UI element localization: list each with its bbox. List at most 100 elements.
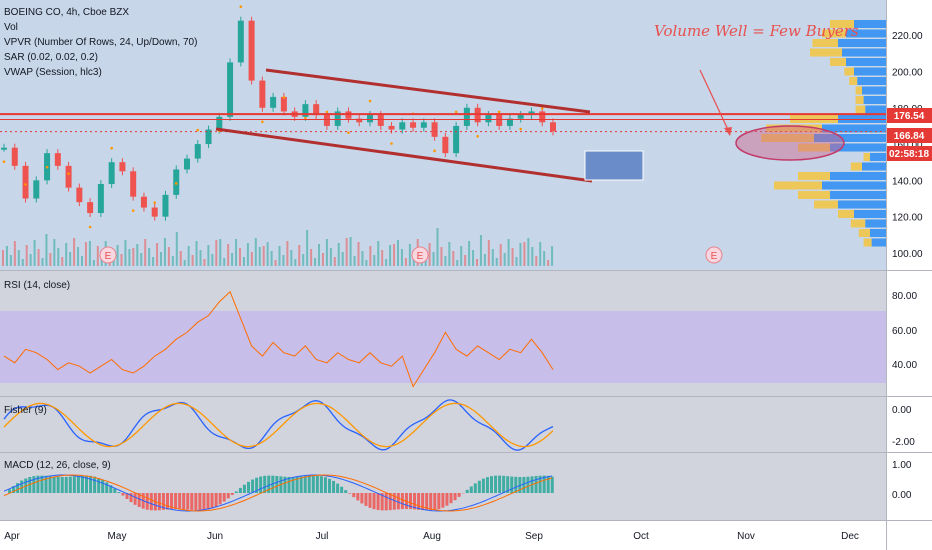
price-badge-1-text: 176.54 xyxy=(894,111,925,122)
volume-bar xyxy=(298,245,301,266)
macd-bar xyxy=(400,493,404,510)
vpvr-down-row xyxy=(830,172,886,180)
fisher-tick: 0.00 xyxy=(892,405,912,416)
vpvr-up-row xyxy=(838,210,854,218)
channel-upper-line[interactable] xyxy=(265,68,591,114)
macd-bar xyxy=(315,475,319,493)
macd-bar xyxy=(271,475,275,493)
volume-bar xyxy=(468,241,471,266)
candle-body xyxy=(54,153,61,166)
volume-bar xyxy=(156,243,159,266)
vpvr-up-row xyxy=(858,229,870,237)
macd-bar xyxy=(129,493,133,503)
sar-dot xyxy=(540,107,544,110)
rsi-tick: 60.00 xyxy=(892,326,917,337)
macd-bar xyxy=(490,476,493,493)
volume-bar xyxy=(120,254,123,266)
macd-bar xyxy=(255,477,259,493)
vpvr-up-row xyxy=(822,29,846,38)
macd-bar xyxy=(453,493,457,501)
volume-bar xyxy=(456,260,459,266)
vpvr-up-row xyxy=(814,200,838,209)
fisher-trigger-line xyxy=(3,402,554,448)
macd-bar xyxy=(259,476,263,493)
volume-bar xyxy=(353,256,356,266)
volume-bar xyxy=(250,252,253,266)
fisher-pane xyxy=(0,397,886,452)
vpvr-up-row xyxy=(863,238,872,247)
volume-bar xyxy=(385,259,388,266)
volume-bar xyxy=(436,228,439,266)
legend-vwap: VWAP (Session, hlc3) xyxy=(4,67,102,78)
macd-bar xyxy=(97,478,101,493)
macd-bar xyxy=(413,493,417,510)
candle-body xyxy=(237,20,244,63)
volume-bar xyxy=(5,246,8,266)
macd-bar xyxy=(323,477,327,493)
macd-bar xyxy=(234,491,238,493)
volume-bar xyxy=(314,258,317,266)
volume-bar xyxy=(132,248,135,266)
volume-well-ellipse[interactable] xyxy=(735,125,845,161)
macd-bar xyxy=(113,488,117,493)
volume-bar xyxy=(306,230,309,266)
vpvr-up-row xyxy=(849,77,858,85)
macd-bar xyxy=(178,493,182,510)
candle-body xyxy=(270,96,277,108)
sar-dot xyxy=(325,110,329,114)
macd-bar xyxy=(157,493,161,511)
volume-bar xyxy=(408,244,411,266)
candle-body xyxy=(87,202,94,214)
vpvr-up-row xyxy=(812,39,838,47)
vpvr-down-row xyxy=(870,229,886,237)
vpvr-down-row xyxy=(846,58,886,66)
sar-dot xyxy=(261,120,264,124)
macd-bar xyxy=(457,493,461,497)
sar-dot xyxy=(110,146,113,150)
sar-dot xyxy=(45,165,49,169)
volume-bar xyxy=(329,248,332,266)
rsi-tick: 80.00 xyxy=(892,291,917,302)
macd-bar xyxy=(166,493,169,510)
macd-line xyxy=(3,474,553,512)
macd-bar xyxy=(137,493,141,508)
macd-bar xyxy=(89,475,93,493)
macd-bar xyxy=(534,475,538,493)
vpvr-up-row xyxy=(798,172,830,180)
annotation-text[interactable]: Volume Well = Few Buyers xyxy=(654,22,859,40)
macd-bar xyxy=(299,476,303,493)
candle-body xyxy=(388,125,395,130)
volume-bar xyxy=(239,248,241,266)
macd-bar xyxy=(392,493,396,510)
channel-lower-line[interactable] xyxy=(215,127,593,183)
sar-dot xyxy=(131,209,135,212)
volume-bar xyxy=(171,256,174,266)
macd-bar xyxy=(242,484,246,493)
volume-bar xyxy=(286,241,289,266)
volume-bar xyxy=(45,234,48,266)
sar-dot xyxy=(454,110,458,114)
candles xyxy=(1,16,556,221)
sar-dot xyxy=(304,116,307,120)
volume-bar xyxy=(491,249,494,266)
volume-bar xyxy=(116,245,119,266)
candle-body xyxy=(506,118,513,126)
macd-bar xyxy=(80,475,84,493)
annotation-arrow[interactable] xyxy=(699,69,731,135)
vpvr-down-row xyxy=(838,115,886,123)
legend-sar: SAR (0.02, 0.02, 0.2) xyxy=(4,52,98,63)
vpvr-down-row xyxy=(854,210,886,218)
volume-bar xyxy=(333,257,336,266)
volume-bar xyxy=(310,249,313,266)
earnings-marker-label: E xyxy=(711,251,718,262)
candle-body xyxy=(22,165,29,199)
volume-bar xyxy=(452,251,455,266)
volume-bar xyxy=(49,253,52,266)
volume-bar xyxy=(207,245,210,266)
arrow-head-icon xyxy=(724,127,732,136)
macd-bar xyxy=(360,493,364,504)
macd-bar xyxy=(514,476,518,493)
volume-bar xyxy=(33,240,36,266)
volume-bar xyxy=(163,238,166,266)
rectangle-drawing[interactable] xyxy=(584,150,644,181)
